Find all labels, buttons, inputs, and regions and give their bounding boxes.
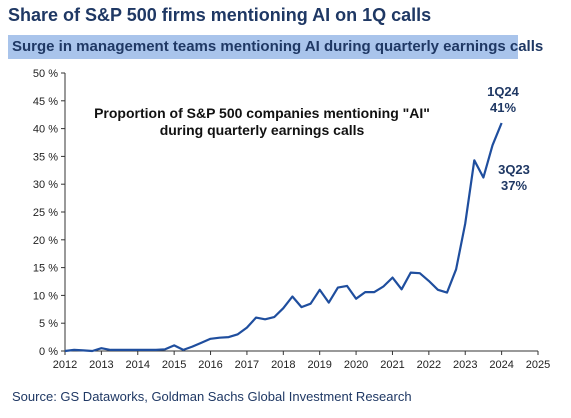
chart-subtitle: Surge in management teams mentioning AI … xyxy=(12,38,544,55)
series-line xyxy=(64,122,503,353)
x-tick-label: 2014 xyxy=(126,359,150,371)
annotation-line-2: during quarterly earnings calls xyxy=(160,122,365,138)
x-tick-label: 2025 xyxy=(526,359,550,371)
chart-title: Share of S&P 500 firms mentioning AI on … xyxy=(8,5,432,25)
x-tick-label: 2016 xyxy=(198,359,222,371)
subtitle-band xyxy=(8,35,518,59)
callout-3q23-value: 37% xyxy=(501,178,527,193)
y-tick-label: 40 % xyxy=(33,124,58,136)
y-tick-label: 35 % xyxy=(33,151,58,163)
x-tick-label: 2023 xyxy=(453,359,477,371)
x-tick-label: 2021 xyxy=(380,359,404,371)
y-tick-label: 20 % xyxy=(33,235,58,247)
y-tick-label: 50 % xyxy=(33,68,58,80)
y-tick-label: 5 % xyxy=(39,318,58,330)
y-tick-label: 0 % xyxy=(39,346,58,358)
callout-1q24-label: 1Q24 xyxy=(487,84,520,99)
callout-3q23-label: 3Q23 xyxy=(498,162,530,177)
source-note: Source: GS Dataworks, Goldman Sachs Glob… xyxy=(12,389,412,404)
x-tick-label: 2019 xyxy=(307,359,331,371)
x-tick-label: 2017 xyxy=(235,359,259,371)
x-tick-label: 2020 xyxy=(344,359,368,371)
y-tick-label: 45 % xyxy=(33,96,58,108)
callout-1q24-value: 41% xyxy=(490,100,516,115)
x-tick-label: 2018 xyxy=(271,359,295,371)
x-tick-label: 2012 xyxy=(53,359,77,371)
y-tick-label: 30 % xyxy=(33,179,58,191)
y-tick-label: 15 % xyxy=(33,263,58,275)
y-axis: 0 % 5 % 10 % 15 % 20 % 25 % 30 % 35 % 40 % 45 % 50… xyxy=(33,68,66,358)
plot-area xyxy=(64,122,503,353)
x-tick-label: 2022 xyxy=(417,359,441,371)
y-tick-label: 25 % xyxy=(33,207,58,219)
x-axis: 2012 2013 2014 2015 2016 2017 2018 2019 2020 2021… xyxy=(53,350,550,371)
x-tick-label: 2024 xyxy=(489,359,513,371)
y-tick-label: 10 % xyxy=(33,290,58,302)
annotation-line-1: Proportion of S&P 500 companies mentioni… xyxy=(94,105,430,121)
x-tick-label: 2013 xyxy=(89,359,113,371)
x-tick-label: 2015 xyxy=(162,359,186,371)
